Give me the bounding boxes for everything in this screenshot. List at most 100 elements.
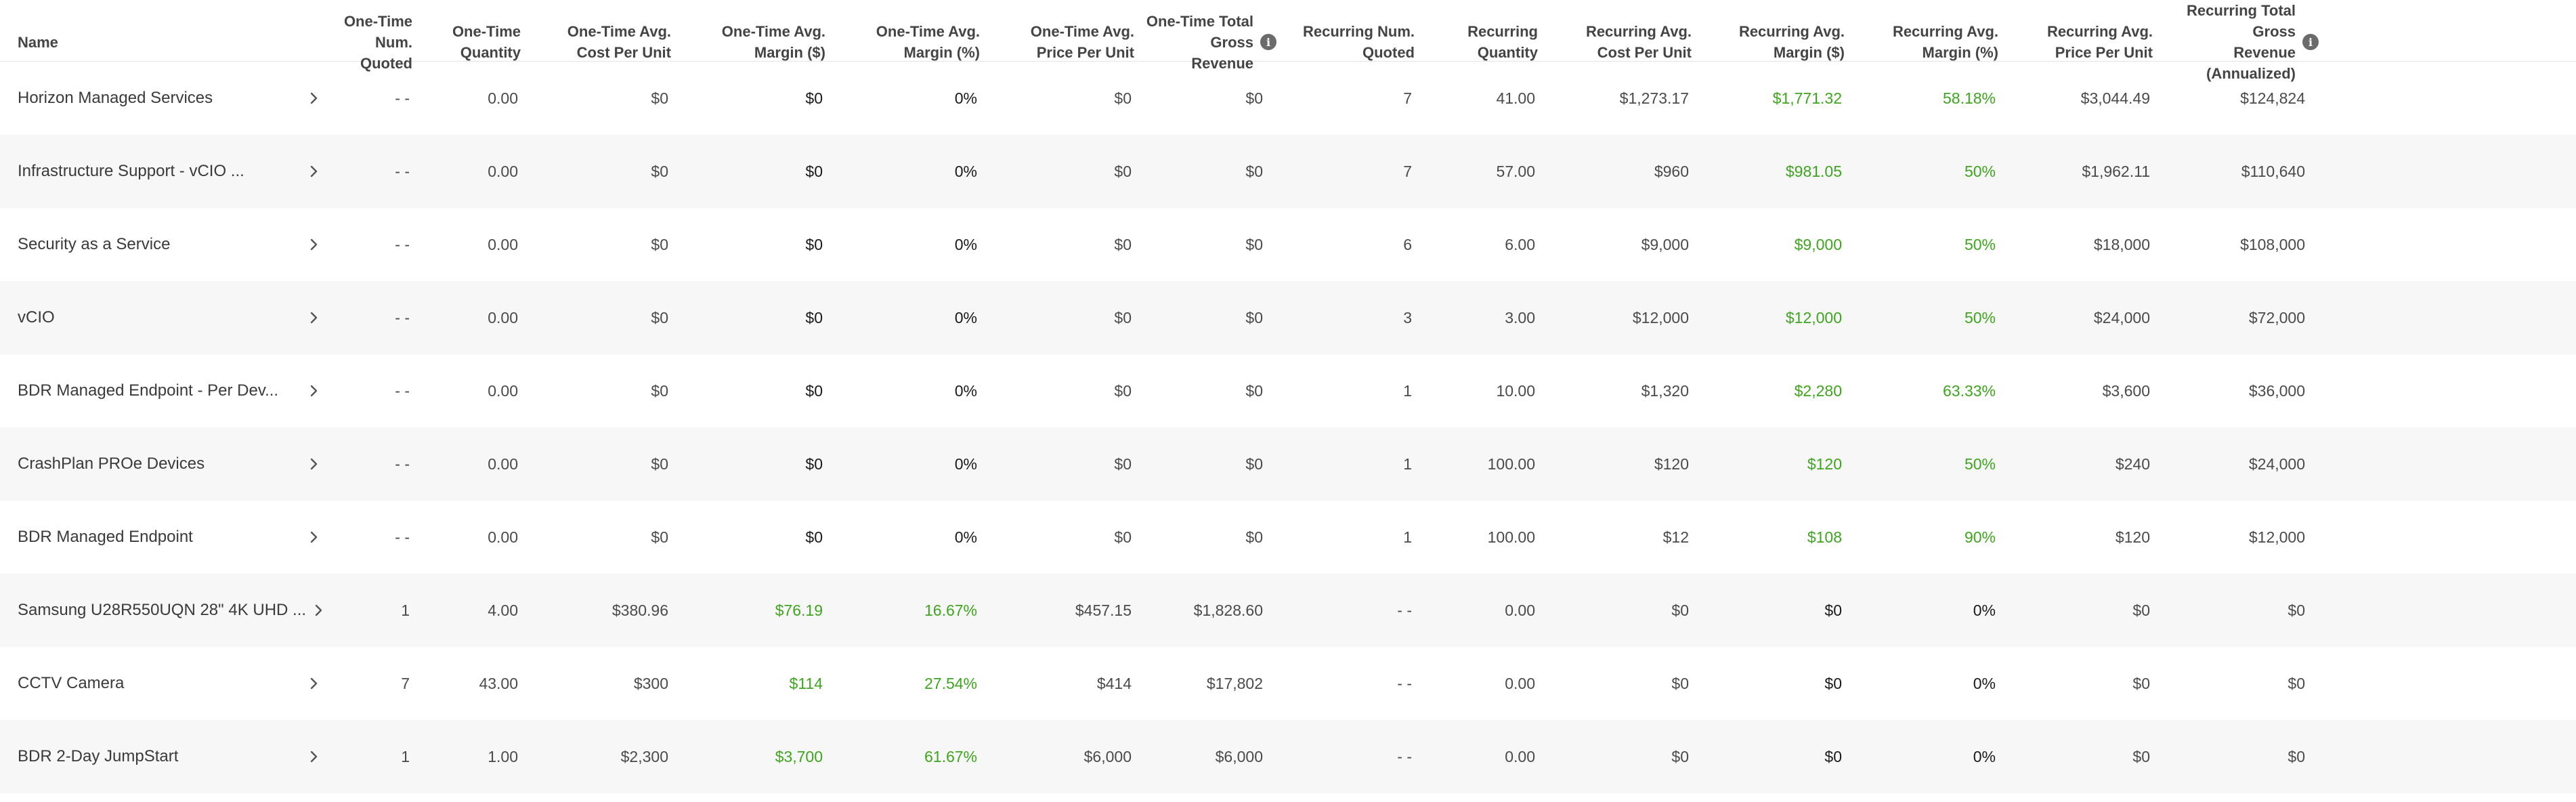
cell-rc-margin: $120 <box>1807 455 1842 473</box>
cell-rc-margin-pct: 50% <box>1964 308 1996 326</box>
row-name-cell: BDR Managed Endpoint - Per Dev... <box>0 354 330 427</box>
table-row[interactable]: BDR 2-Day JumpStart 1 1.00 $2,300 $3,700 61.6… <box>0 720 2576 793</box>
cell-rc-price: $3,600 <box>2102 381 2150 400</box>
cell-ot-margin: $0 <box>805 455 823 473</box>
chevron-right-icon[interactable] <box>297 740 330 773</box>
cell-ot-num: 1 <box>401 747 410 765</box>
row-name: BDR Managed Endpoint - Per Dev... <box>18 381 279 400</box>
cell-rc-margin-pct: 50% <box>1964 235 1996 253</box>
table-row[interactable]: Infrastructure Support - vCIO ... - - 0.00… <box>0 135 2576 208</box>
column-header-label: One-Time Avg. Margin (%) <box>876 23 980 61</box>
cell-rc-margin: $1,771.32 <box>1772 89 1842 107</box>
column-header-rc-margin-pct[interactable]: Recurring Avg. Margin (%) <box>1855 0 2009 84</box>
column-header-rc-margin[interactable]: Recurring Avg. Margin ($) <box>1702 0 1855 84</box>
table-row[interactable]: BDR Managed Endpoint - Per Dev... - - 0.00… <box>0 354 2576 427</box>
cell-rc-cost: $0 <box>1671 747 1689 765</box>
cell-rc-margin: $12,000 <box>1785 308 1842 326</box>
cell-rc-num: - - <box>1397 674 1412 692</box>
cell-ot-cost: $380.96 <box>611 601 668 619</box>
chevron-right-icon[interactable] <box>297 228 330 261</box>
table-row[interactable]: Security as a Service - - 0.00 $0 $0 0% $0 $0 6 6… <box>0 208 2576 281</box>
table-row[interactable]: Samsung U28R550UQN 28" 4K UHD ... 1 4.00 $3… <box>0 574 2576 647</box>
cell-rc-qty: 0.00 <box>1505 674 1535 692</box>
chevron-right-icon[interactable] <box>297 667 330 700</box>
cell-ot-qty: 0.00 <box>488 235 518 253</box>
column-header-rc-num[interactable]: Recurring Num. Quoted <box>1276 0 1425 84</box>
cell-rc-margin-pct: 50% <box>1964 162 1996 180</box>
cell-ot-margin-pct: 0% <box>954 162 977 180</box>
cell-ot-cost: $0 <box>651 381 668 400</box>
column-header-ot-revenue[interactable]: One-Time Total Gross Revenue i <box>1145 0 1276 84</box>
chevron-right-icon[interactable] <box>306 594 330 627</box>
cell-ot-cost: $2,300 <box>620 747 668 765</box>
column-header-rc-qty[interactable]: Recurring Quantity <box>1425 0 1549 84</box>
cell-ot-num: 1 <box>401 601 410 619</box>
cell-ot-revenue: $0 <box>1245 89 1263 107</box>
cell-rc-margin: $0 <box>1824 674 1842 692</box>
cell-rc-qty: 0.00 <box>1505 747 1535 765</box>
cell-rc-cost: $120 <box>1654 455 1689 473</box>
cell-rc-qty: 0.00 <box>1505 601 1535 619</box>
cell-rc-revenue: $72,000 <box>2248 308 2305 326</box>
info-icon[interactable]: i <box>1260 34 1276 50</box>
column-header-ot-qty[interactable]: One-Time Quantity <box>423 0 532 84</box>
row-name-cell: Security as a Service <box>0 208 330 281</box>
cell-rc-margin-pct: 0% <box>1973 674 1996 692</box>
cell-rc-num: 1 <box>1403 381 1412 400</box>
cell-rc-price: $0 <box>2132 747 2150 765</box>
info-icon[interactable]: i <box>2302 34 2319 50</box>
column-header-ot-margin[interactable]: One-Time Avg. Margin ($) <box>682 0 836 84</box>
cell-ot-cost: $0 <box>651 528 668 546</box>
cell-rc-cost: $1,320 <box>1641 381 1689 400</box>
table-row[interactable]: Horizon Managed Services - - 0.00 $0 $0 0% $0 $… <box>0 62 2576 135</box>
chevron-right-icon[interactable] <box>297 448 330 480</box>
column-header-ot-price[interactable]: One-Time Avg. Price Per Unit <box>991 0 1145 84</box>
row-name: Infrastructure Support - vCIO ... <box>18 162 244 180</box>
column-header-name[interactable]: Name <box>0 0 330 84</box>
column-header-ot-margin-pct[interactable]: One-Time Avg. Margin (%) <box>836 0 991 84</box>
cell-rc-price: $0 <box>2132 674 2150 692</box>
column-header-rc-price[interactable]: Recurring Avg. Price Per Unit <box>2009 0 2164 84</box>
column-header-label: One-Time Total Gross Revenue <box>1146 12 1253 72</box>
table-row[interactable]: CCTV Camera 7 43.00 $300 $114 27.54% $414 $17,8… <box>0 647 2576 720</box>
cell-ot-cost: $0 <box>651 308 668 326</box>
table-row[interactable]: CrashPlan PROe Devices - - 0.00 $0 $0 0% $0 $0 1… <box>0 427 2576 501</box>
cell-ot-num: - - <box>395 308 410 326</box>
chevron-right-icon[interactable] <box>297 375 330 407</box>
chevron-right-icon[interactable] <box>297 82 330 114</box>
column-header-label: Recurring Num. Quoted <box>1302 23 1415 61</box>
cell-ot-margin-pct: 16.67% <box>924 601 977 619</box>
cell-rc-margin-pct: 50% <box>1964 455 1996 473</box>
cell-ot-qty: 0.00 <box>488 528 518 546</box>
cell-rc-revenue: $124,824 <box>2240 89 2305 107</box>
cell-ot-num: - - <box>395 455 410 473</box>
cell-ot-price: $0 <box>1114 381 1132 400</box>
cell-ot-qty: 0.00 <box>488 89 518 107</box>
column-header-rc-revenue[interactable]: Recurring Total Gross Revenue (Annualized… <box>2164 0 2319 84</box>
column-header-rc-cost[interactable]: Recurring Avg. Cost Per Unit <box>1549 0 1702 84</box>
row-name-cell: Samsung U28R550UQN 28" 4K UHD ... <box>0 574 330 647</box>
column-header-ot-num[interactable]: One-Time Num. Quoted <box>330 0 423 84</box>
chevron-right-icon[interactable] <box>297 521 330 553</box>
chevron-right-icon[interactable] <box>297 301 330 334</box>
cell-ot-num: - - <box>395 89 410 107</box>
cell-ot-price: $6,000 <box>1083 747 1132 765</box>
cell-rc-revenue: $0 <box>2288 601 2305 619</box>
column-header-ot-cost[interactable]: One-Time Avg. Cost Per Unit <box>532 0 682 84</box>
row-name-cell: vCIO <box>0 281 330 354</box>
table-row[interactable]: vCIO - - 0.00 $0 $0 0% $0 $0 3 3.00 $12,000 $12,000… <box>0 281 2576 354</box>
cell-ot-margin-pct: 0% <box>954 308 977 326</box>
row-name: Security as a Service <box>18 235 171 253</box>
column-header-label: Recurring Avg. Price Per Unit <box>2046 23 2153 61</box>
column-header-label: Recurring Avg. Margin (%) <box>1892 23 1998 61</box>
column-header-label: Recurring Avg. Cost Per Unit <box>1585 23 1692 61</box>
cell-rc-revenue: $110,640 <box>2241 162 2305 180</box>
cell-rc-num: 3 <box>1403 308 1412 326</box>
cell-ot-revenue: $6,000 <box>1215 747 1263 765</box>
chevron-right-icon[interactable] <box>297 155 330 188</box>
column-header-label: Recurring Avg. Margin ($) <box>1738 23 1845 61</box>
table-row[interactable]: BDR Managed Endpoint - - 0.00 $0 $0 0% $0 $0 1 10… <box>0 501 2576 574</box>
cell-ot-num: - - <box>395 235 410 253</box>
cell-ot-price: $0 <box>1114 235 1132 253</box>
